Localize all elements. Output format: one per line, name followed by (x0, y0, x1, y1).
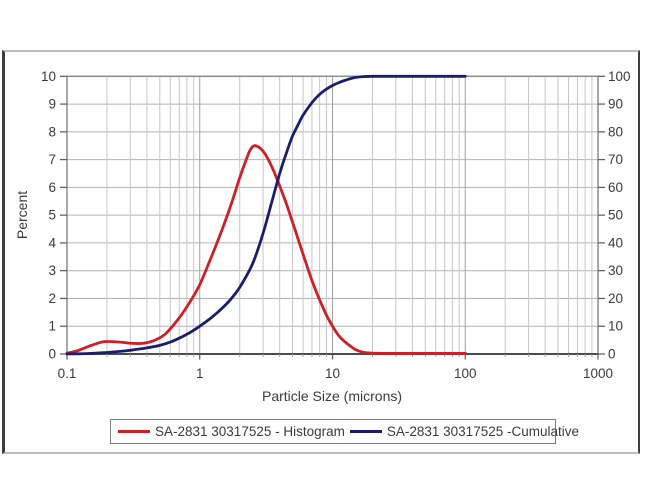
chart-window-frame (2, 50, 640, 454)
y-left-tick-label: 10 (41, 69, 56, 84)
y-left-tick-label: 7 (48, 152, 56, 167)
histogram-legend-swatch (118, 430, 150, 433)
y-right-tick-label: 0 (608, 347, 616, 362)
y-right-tick-label: 70 (608, 152, 623, 167)
x-axis-title: Particle Size (microns) (262, 388, 402, 404)
y-left-tick-label: 4 (48, 235, 56, 250)
y-right-tick-label: 90 (608, 97, 623, 112)
y-right-tick-label: 40 (608, 235, 623, 250)
y-axis-title: Percent (14, 191, 30, 239)
y-right-tick-label: 50 (608, 208, 623, 223)
x-tick-label: 0.1 (58, 366, 77, 381)
x-tick-label: 1 (196, 366, 204, 381)
x-tick-label: 10 (325, 366, 340, 381)
y-right-tick-label: 10 (608, 319, 623, 334)
histogram-legend-label: SA-2831 30317525 - Histogram (155, 424, 345, 439)
x-tick-label: 100 (454, 366, 477, 381)
gridlines-group (67, 76, 598, 354)
legend: SA-2831 30317525 - Histogram SA-2831 303… (110, 419, 579, 444)
y-right-tick-label: 30 (608, 263, 623, 278)
histogram-curve (65, 144, 467, 355)
y-right-tick-label: 20 (608, 291, 623, 306)
cumulative-legend-label: SA-2831 30317525 -Cumulative (386, 424, 579, 439)
curves-group (65, 74, 467, 356)
y-left-tick-label: 9 (48, 97, 56, 112)
y-left-tick-label: 8 (48, 124, 56, 139)
cumulative-curve (65, 74, 467, 356)
y-left-tick-label: 0 (48, 347, 56, 362)
axes-group (60, 75, 605, 360)
y-right-tick-label: 100 (608, 69, 631, 84)
y-left-tick-label: 5 (48, 208, 56, 223)
y-left-tick-label: 1 (48, 319, 56, 334)
y-left-tick-label: 2 (48, 291, 56, 306)
x-tick-label: 1000 (583, 366, 613, 381)
cumulative-legend-swatch (349, 430, 382, 433)
y-right-tick-label: 80 (608, 124, 623, 139)
y-left-tick-label: 3 (48, 263, 56, 278)
y-left-tick-label: 6 (48, 180, 56, 195)
y-right-tick-label: 60 (608, 180, 623, 195)
